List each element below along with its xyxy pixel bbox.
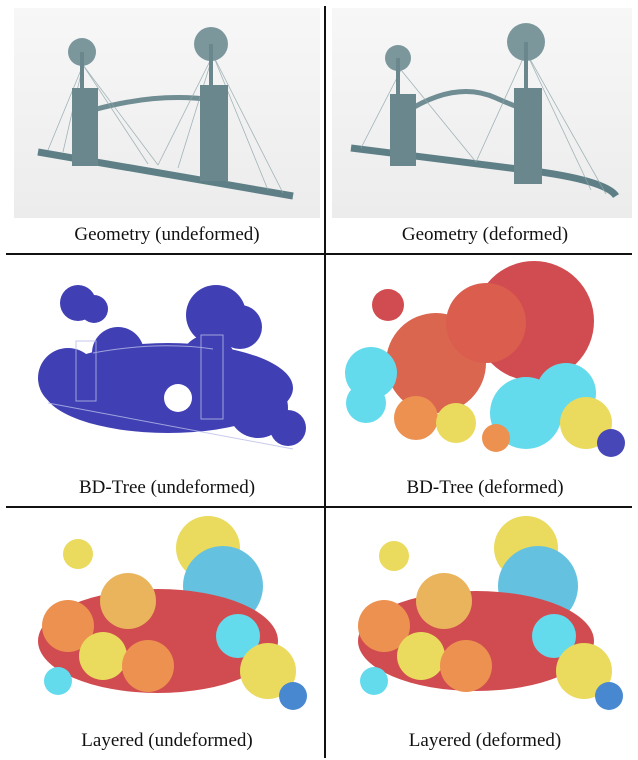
- caption-layered-deformed: Layered (deformed): [408, 730, 562, 751]
- bdtree-deformed-image: [345, 261, 625, 457]
- caption-layered-undeformed: Layered (undeformed): [81, 730, 253, 751]
- layered-undeformed-image: [38, 516, 307, 710]
- bridge-geometry-undeformed-image: [14, 8, 320, 218]
- panel-bdtree-deformed: BD-Tree (deformed): [326, 253, 638, 506]
- caption-geometry-deformed: Geometry (deformed): [401, 224, 569, 245]
- caption-geometry-undeformed: Geometry (undeformed): [74, 224, 260, 245]
- horizontal-divider-1: [6, 253, 632, 255]
- panel-layered-deformed: Layered (deformed): [326, 506, 638, 759]
- bdtree-undeformed-image: [38, 285, 306, 450]
- panel-layered-undeformed: Layered (undeformed): [8, 506, 326, 759]
- panel-geometry-deformed: Geometry (deformed): [326, 0, 638, 253]
- caption-bdtree-undeformed: BD-Tree (undeformed): [78, 477, 256, 498]
- panel-bdtree-undeformed: BD-Tree (undeformed): [8, 253, 326, 506]
- gap-hole: [164, 384, 192, 412]
- panel-geometry-undeformed: Geometry (undeformed): [8, 0, 326, 253]
- caption-bdtree-deformed: BD-Tree (deformed): [406, 477, 564, 498]
- vertical-divider: [324, 6, 326, 758]
- bridge-geometry-deformed-image: [332, 8, 632, 218]
- horizontal-divider-2: [6, 506, 632, 508]
- layered-deformed-image: [358, 516, 623, 710]
